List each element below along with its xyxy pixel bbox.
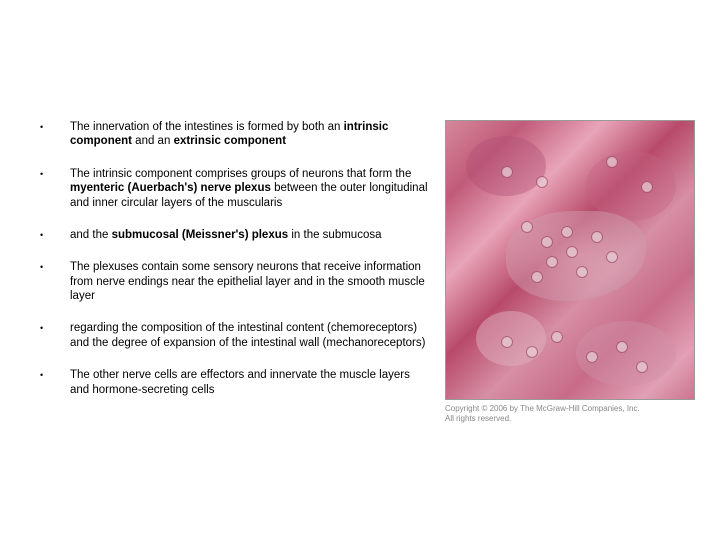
bullet-text: The plexuses contain some sensory neuron… <box>70 260 430 303</box>
bullet-text: The other nerve cells are effectors and … <box>70 368 430 397</box>
bullet-marker: • <box>40 167 70 210</box>
bullet-marker: • <box>40 120 70 149</box>
bullet-item: •The innervation of the intestines is fo… <box>40 120 430 149</box>
bullet-marker: • <box>40 228 70 242</box>
bullet-item: •The other nerve cells are effectors and… <box>40 368 430 397</box>
histology-micrograph <box>445 120 695 400</box>
bullet-item: •and the submucosal (Meissner's) plexus … <box>40 228 430 242</box>
bullet-item: •The intrinsic component comprises group… <box>40 167 430 210</box>
bullet-marker: • <box>40 321 70 350</box>
bullet-text: and the submucosal (Meissner's) plexus i… <box>70 228 430 242</box>
bullet-item: •regarding the composition of the intest… <box>40 321 430 350</box>
copyright-text: Copyright © 2006 by The McGraw-Hill Comp… <box>445 404 695 425</box>
bullet-text: The innervation of the intestines is for… <box>70 120 430 149</box>
bullet-text: regarding the composition of the intesti… <box>70 321 430 350</box>
bullet-marker: • <box>40 368 70 397</box>
bullet-item: •The plexuses contain some sensory neuro… <box>40 260 430 303</box>
bullet-text: The intrinsic component comprises groups… <box>70 167 430 210</box>
bullet-marker: • <box>40 260 70 303</box>
bullet-list: •The innervation of the intestines is fo… <box>40 120 430 425</box>
